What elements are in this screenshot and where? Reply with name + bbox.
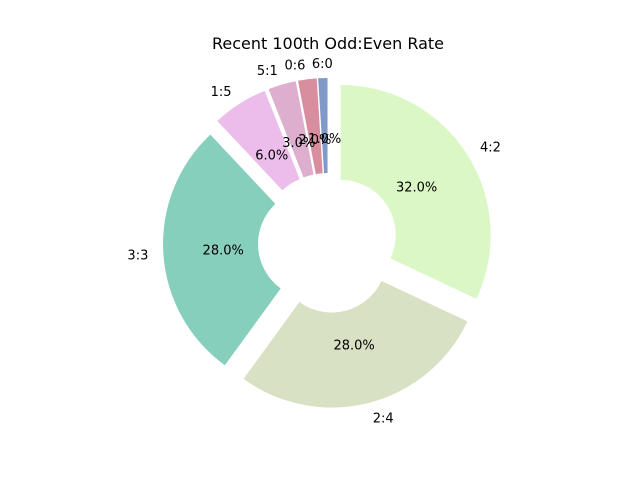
slice-label: 2:4 [373, 411, 394, 426]
slice-percent-label: 28.0% [203, 244, 244, 259]
slice-percent-label: 28.0% [333, 339, 374, 354]
slice-label: 4:2 [480, 141, 501, 156]
slice-label: 0:6 [285, 58, 306, 73]
pie-labels: 4:2 32.0% 2:4 28.0% 3:3 28.0% 1:5 6.0% 5:1 3.0% 0:… [127, 57, 500, 426]
slice-label: 6:0 [312, 57, 333, 72]
slice-percent-label: 1.0% [308, 132, 341, 147]
slice-label: 3:3 [127, 248, 148, 263]
slice-label: 1:5 [211, 85, 232, 100]
slice-percent-label: 6.0% [255, 148, 288, 163]
slice-label: 5:1 [257, 64, 278, 79]
slice-0-6 [298, 78, 323, 175]
slice-percent-label: 2.0% [298, 133, 331, 148]
slice-percent-label: 3.0% [282, 136, 315, 151]
pie-slices [163, 78, 491, 408]
slice-5-1 [268, 81, 314, 178]
slice-3-3 [163, 134, 281, 366]
slice-1-5 [217, 90, 300, 191]
slice-2-4 [243, 280, 468, 408]
chart-title: Recent 100th Odd:Even Rate [212, 34, 444, 53]
slice-4-2 [340, 84, 491, 299]
slice-percent-label: 32.0% [396, 181, 437, 196]
slice-6-0 [318, 78, 328, 174]
